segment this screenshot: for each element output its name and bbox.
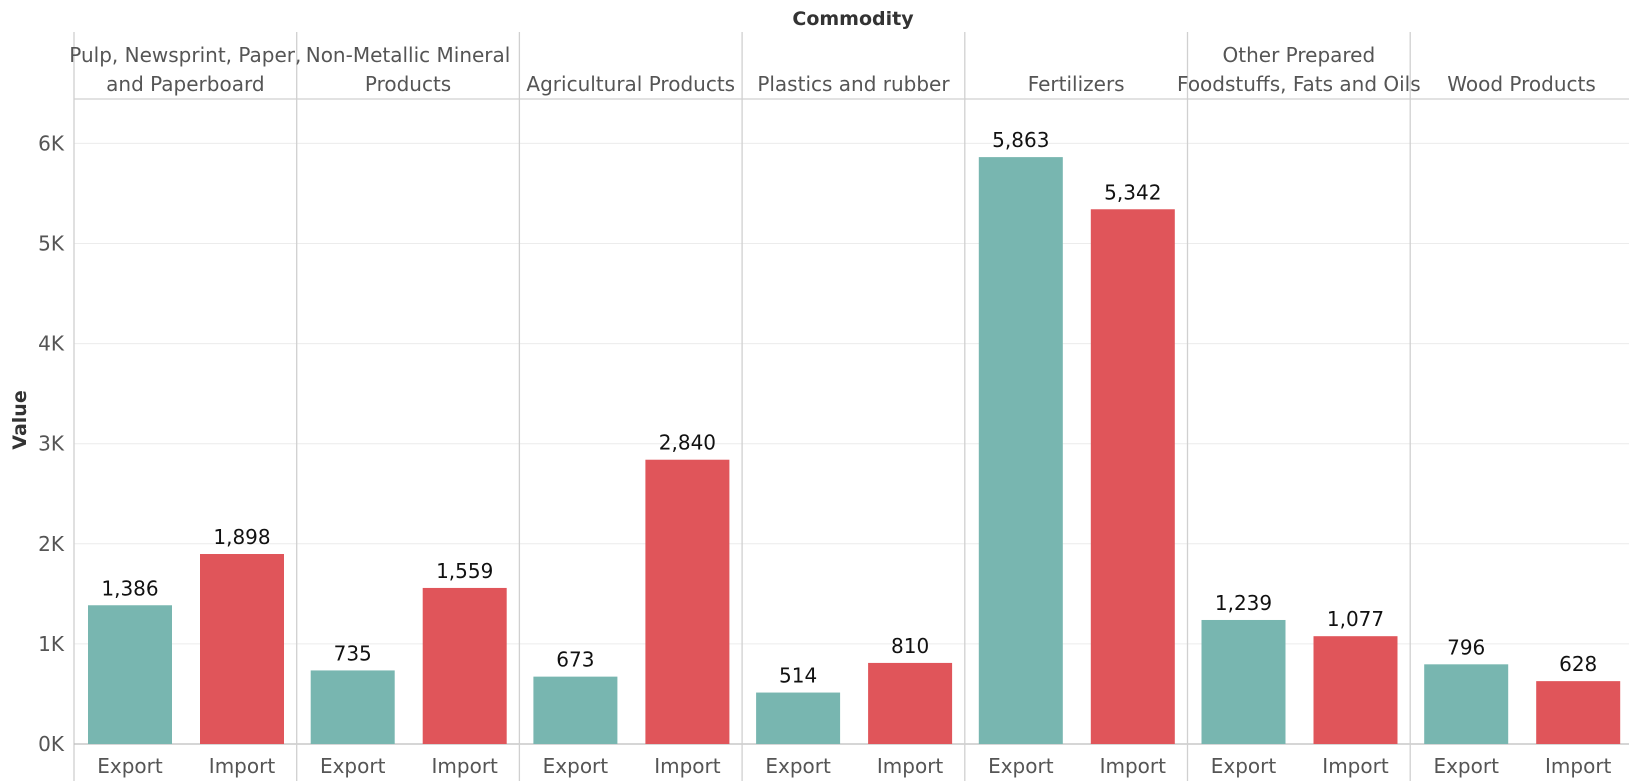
import-bar	[200, 554, 284, 744]
data-label: 796	[1447, 635, 1485, 659]
import-bar	[422, 587, 507, 744]
group-header-label: Foodstuffs, Fats and Oils	[1177, 72, 1421, 96]
x-category-label: Export	[1433, 754, 1499, 778]
data-label: 1,559	[436, 559, 493, 583]
x-category-label: Export	[543, 754, 609, 778]
y-tick-label: 6K	[38, 131, 65, 155]
data-label: 1,898	[213, 525, 270, 549]
group-header-label: Products	[365, 72, 451, 96]
x-category-label: Export	[320, 754, 386, 778]
y-axis-ticks: 0K 1K 2K 3K 4K 5K 6K	[38, 131, 65, 756]
export-bar	[88, 605, 172, 744]
data-label: 1,239	[1215, 591, 1272, 615]
group-header-label: Plastics and rubber	[757, 72, 950, 96]
data-label: 810	[891, 634, 929, 658]
y-tick-label: 3K	[38, 432, 65, 456]
y-tick-label: 2K	[38, 532, 65, 556]
y-tick-label: 1K	[38, 632, 65, 656]
data-label: 673	[556, 648, 594, 672]
chart-top-title: Commodity	[792, 8, 914, 30]
x-category-label: Import	[1545, 754, 1612, 778]
export-bar	[533, 676, 618, 744]
data-label: 5,863	[992, 128, 1049, 152]
y-axis-label: Value	[9, 390, 31, 449]
x-category-label: Import	[654, 754, 721, 778]
x-category-label: Export	[988, 754, 1054, 778]
import-bar	[868, 662, 953, 744]
data-label: 514	[779, 664, 817, 688]
x-category-label: Import	[432, 754, 499, 778]
export-bar	[978, 157, 1063, 744]
x-category-label: Import	[877, 754, 944, 778]
export-bar	[1201, 619, 1286, 744]
data-label: 735	[334, 641, 372, 665]
y-tick-label: 5K	[38, 232, 65, 256]
gridlines	[74, 142, 1629, 645]
y-tick-label: 4K	[38, 332, 65, 356]
group-header-label: Wood Products	[1447, 72, 1596, 96]
x-category-label: Import	[209, 754, 276, 778]
x-category-label: Export	[1211, 754, 1277, 778]
group-header-label: Agricultural Products	[526, 72, 735, 96]
x-axis-categories: Export Import Export Import Export Import Expo…	[97, 754, 1611, 778]
data-label: 628	[1559, 652, 1597, 676]
data-label: 5,342	[1104, 180, 1161, 204]
import-bar	[645, 459, 730, 744]
export-bar	[756, 692, 841, 744]
group-header-label: Fertilizers	[1028, 72, 1125, 96]
group-header-label: Other Prepared	[1223, 43, 1376, 67]
data-labels: 1,386 1,898 735 1,559 673 2,840 514 810 5,863 5,3…	[101, 128, 1597, 687]
export-bar	[1424, 664, 1509, 744]
x-category-label: Import	[1322, 754, 1389, 778]
group-header-label: Non-Metallic Mineral	[306, 43, 511, 67]
data-label: 2,840	[659, 431, 716, 455]
data-label: 1,077	[1327, 607, 1384, 631]
import-bar	[1313, 636, 1398, 744]
group-header-label: Pulp, Newsprint, Paper,	[69, 43, 301, 67]
group-headers: Pulp, Newsprint, Paper, and Paperboard Non…	[69, 43, 1596, 96]
x-category-label: Import	[1100, 754, 1167, 778]
x-category-label: Export	[97, 754, 163, 778]
import-bar	[1536, 681, 1621, 744]
data-label: 1,386	[101, 576, 158, 600]
import-bar	[1090, 209, 1175, 744]
group-header-label: and Paperboard	[106, 72, 264, 96]
x-category-label: Export	[765, 754, 831, 778]
bars	[88, 157, 1621, 744]
export-bar	[310, 670, 395, 744]
y-tick-label: 0K	[38, 732, 65, 756]
